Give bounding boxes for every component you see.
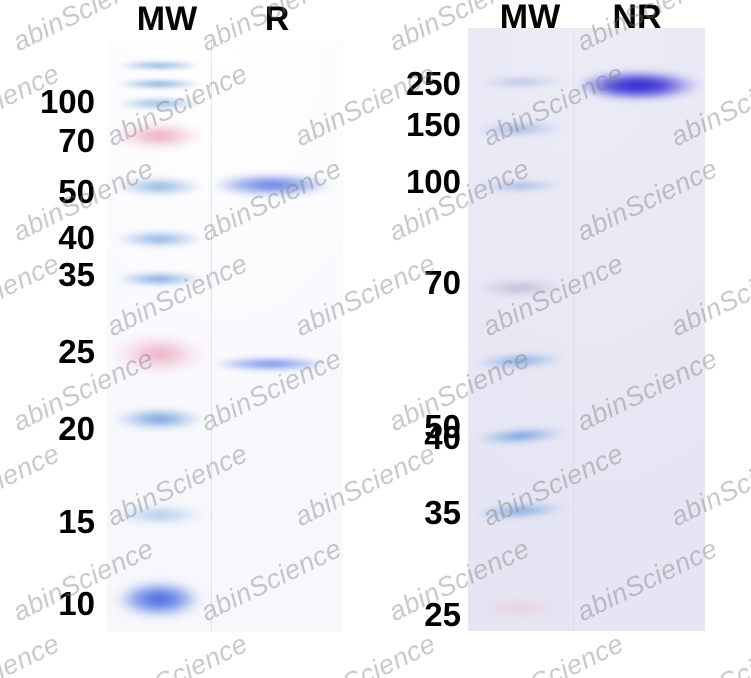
mw-label-70-left: 70 bbox=[58, 122, 95, 159]
ladder-band-100 bbox=[117, 61, 201, 70]
ladder-band-35 bbox=[114, 272, 204, 286]
mw-label-40-right: 40 bbox=[424, 419, 461, 456]
lane-header-nr: NR bbox=[612, 0, 662, 36]
watermark-text: abinScience bbox=[478, 628, 629, 678]
ladder-band-20 bbox=[113, 409, 205, 429]
ladder-band-15 bbox=[113, 506, 205, 524]
mw-label-50-right: 50 bbox=[424, 408, 461, 445]
ladder-band-70-pink bbox=[113, 124, 205, 148]
lane-header-mw-left: MW bbox=[136, 0, 198, 38]
ladder-band-100 bbox=[474, 178, 567, 194]
watermark-text: abinScience bbox=[0, 628, 65, 678]
sample-band-50kda bbox=[212, 174, 336, 196]
mw-label-40-left: 40 bbox=[58, 219, 95, 256]
mw-label-25-left: 25 bbox=[58, 333, 95, 370]
mw-label-250-right: 250 bbox=[405, 65, 461, 102]
mw-label-100-right: 100 bbox=[405, 163, 461, 200]
lane-header-mw-right: MW bbox=[499, 0, 561, 36]
ladder-band-70 bbox=[472, 279, 567, 297]
mw-label-50-left: 50 bbox=[58, 173, 95, 210]
sample-band-250kda bbox=[580, 70, 703, 100]
gel-panel-non-reduced bbox=[468, 28, 705, 631]
watermark-text: abinScience bbox=[666, 628, 751, 678]
mw-label-70-right: 70 bbox=[424, 264, 461, 301]
ladder-band-25 bbox=[472, 599, 566, 617]
mw-label-35-left: 35 bbox=[58, 256, 95, 293]
mw-label-20-left: 20 bbox=[58, 410, 95, 447]
gel-panel-reduced bbox=[107, 41, 343, 632]
ladder-band-75 bbox=[115, 98, 203, 109]
ladder-band-50 bbox=[114, 178, 204, 195]
mw-label-10-left: 10 bbox=[58, 585, 95, 622]
mw-label-150-right: 150 bbox=[405, 106, 461, 143]
ladder-band-35 bbox=[473, 500, 568, 522]
ladder-band-40 bbox=[114, 231, 205, 247]
mw-label-35-right: 35 bbox=[424, 494, 461, 531]
mw-label-15-left: 15 bbox=[58, 503, 95, 540]
ladder-band-10 bbox=[112, 581, 206, 619]
lane-divider bbox=[573, 28, 574, 631]
lane-divider bbox=[211, 41, 212, 632]
ladder-band-150 bbox=[474, 120, 566, 138]
watermark-text: abinScience bbox=[290, 628, 441, 678]
ladder-band-40 bbox=[473, 425, 568, 447]
watermark-text: abinScience bbox=[102, 628, 253, 678]
ladder-band-85 bbox=[116, 79, 202, 89]
mw-label-25-right: 25 bbox=[424, 596, 461, 633]
mw-label-100-left: 100 bbox=[39, 83, 95, 120]
lane-header-r: R bbox=[264, 0, 290, 38]
ladder-band-250 bbox=[475, 75, 567, 89]
ladder-band-50 bbox=[473, 351, 567, 371]
sample-band-24kda bbox=[213, 357, 333, 371]
ladder-band-25-pink bbox=[112, 338, 206, 374]
